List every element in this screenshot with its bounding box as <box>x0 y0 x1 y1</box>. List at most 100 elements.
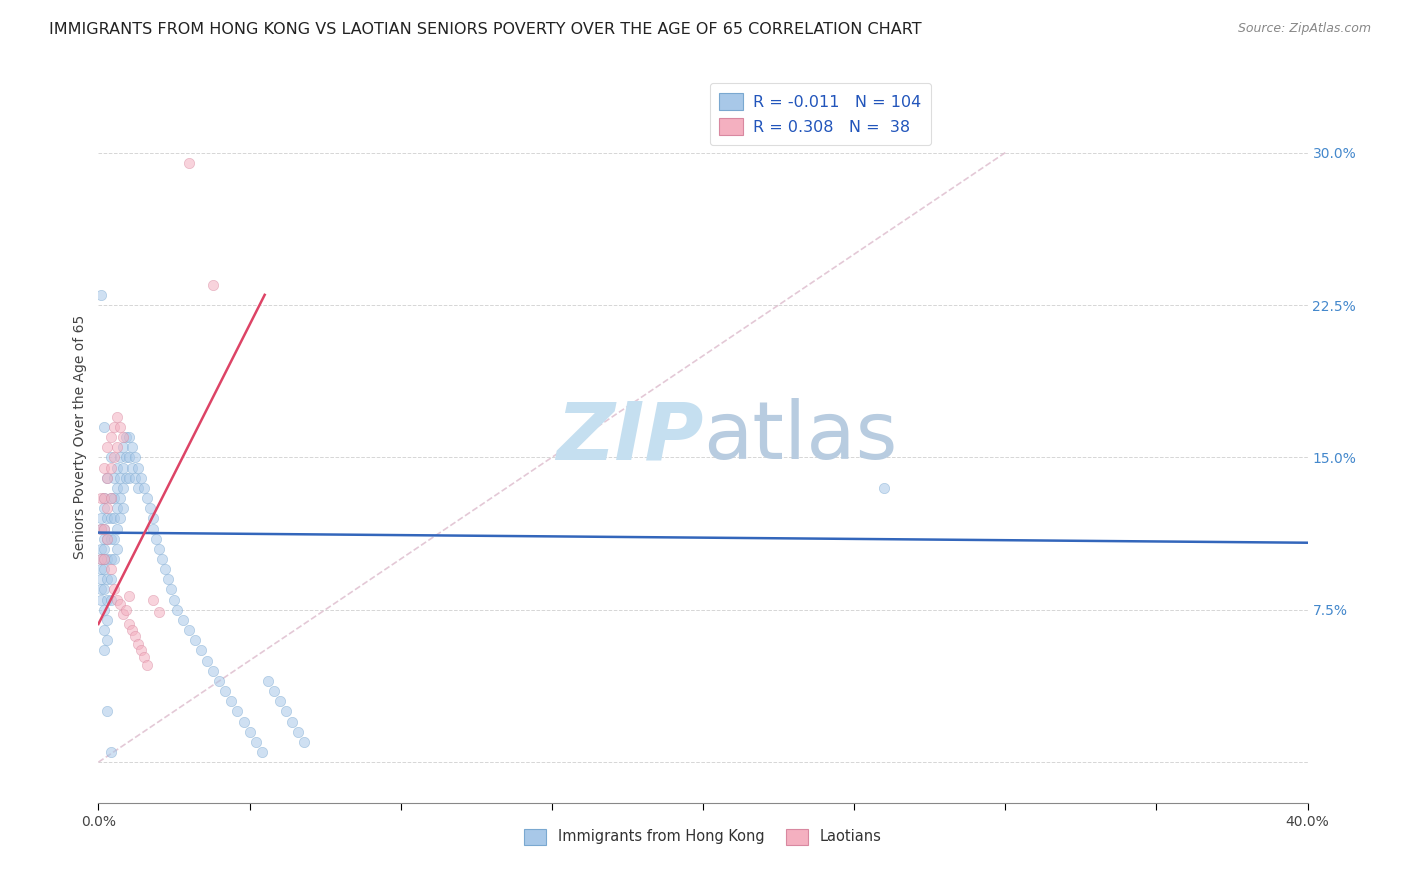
Point <box>96 552 118 566</box>
Point <box>93 521 115 535</box>
Point <box>90 521 112 535</box>
Point <box>105 521 128 535</box>
Point <box>156 572 179 586</box>
Point <box>129 471 152 485</box>
Point <box>118 471 141 485</box>
Point <box>118 617 141 632</box>
Point <box>93 420 115 434</box>
Point <box>105 460 128 475</box>
Point <box>245 735 267 749</box>
Point <box>100 460 122 475</box>
Legend: Immigrants from Hong Kong, Laotians: Immigrants from Hong Kong, Laotians <box>519 822 887 850</box>
Point <box>90 288 112 302</box>
Point <box>111 481 134 495</box>
Point <box>124 629 146 643</box>
Point <box>100 745 122 759</box>
Point <box>90 552 112 566</box>
Point <box>90 552 112 566</box>
Point <box>139 501 162 516</box>
Point <box>96 532 118 546</box>
Point <box>93 460 115 475</box>
Point <box>96 613 118 627</box>
Point <box>96 572 118 586</box>
Point <box>195 654 218 668</box>
Point <box>214 684 236 698</box>
Point <box>96 501 118 516</box>
Point <box>105 541 128 556</box>
Point <box>145 532 167 546</box>
Point <box>108 597 131 611</box>
Point <box>108 450 131 465</box>
Point <box>108 420 131 434</box>
Point <box>100 552 122 566</box>
Point <box>93 603 115 617</box>
Point <box>100 430 122 444</box>
Point <box>179 156 201 170</box>
Point <box>121 623 143 637</box>
Point <box>93 582 115 597</box>
Point <box>114 450 136 465</box>
Point <box>103 532 125 546</box>
Point <box>118 589 141 603</box>
Point <box>108 491 131 505</box>
Point <box>873 481 896 495</box>
Point <box>132 649 155 664</box>
Point <box>100 572 122 586</box>
Point <box>103 582 125 597</box>
Text: Source: ZipAtlas.com: Source: ZipAtlas.com <box>1237 22 1371 36</box>
Point <box>208 673 231 688</box>
Point <box>103 552 125 566</box>
Point <box>93 521 115 535</box>
Point <box>90 562 112 576</box>
Point <box>114 603 136 617</box>
Point <box>135 491 157 505</box>
Point <box>100 491 122 505</box>
Point <box>100 562 122 576</box>
Point <box>281 714 304 729</box>
Point <box>93 623 115 637</box>
Point <box>179 623 201 637</box>
Point <box>124 450 146 465</box>
Point <box>90 592 112 607</box>
Point <box>163 592 186 607</box>
Point <box>105 592 128 607</box>
Point <box>103 450 125 465</box>
Point <box>93 552 115 566</box>
Point <box>105 501 128 516</box>
Point <box>103 471 125 485</box>
Text: ZIP: ZIP <box>555 398 703 476</box>
Point <box>111 501 134 516</box>
Point <box>96 471 118 485</box>
Point <box>111 460 134 475</box>
Point <box>202 664 225 678</box>
Point <box>93 562 115 576</box>
Point <box>105 440 128 454</box>
Point <box>103 491 125 505</box>
Point <box>263 684 285 698</box>
Point <box>105 481 128 495</box>
Point <box>96 532 118 546</box>
Point <box>118 430 141 444</box>
Point <box>121 440 143 454</box>
Point <box>256 673 278 688</box>
Point <box>103 511 125 525</box>
Point <box>274 705 297 719</box>
Point <box>93 501 115 516</box>
Point <box>118 450 141 465</box>
Point <box>135 657 157 672</box>
Point <box>90 521 112 535</box>
Point <box>93 643 115 657</box>
Point <box>100 450 122 465</box>
Point <box>153 562 176 576</box>
Point <box>239 724 262 739</box>
Point <box>90 511 112 525</box>
Point <box>103 420 125 434</box>
Point <box>129 643 152 657</box>
Point <box>172 613 194 627</box>
Point <box>90 572 112 586</box>
Point <box>114 430 136 444</box>
Point <box>166 603 188 617</box>
Point <box>100 491 122 505</box>
Point <box>93 541 115 556</box>
Point <box>184 633 207 648</box>
